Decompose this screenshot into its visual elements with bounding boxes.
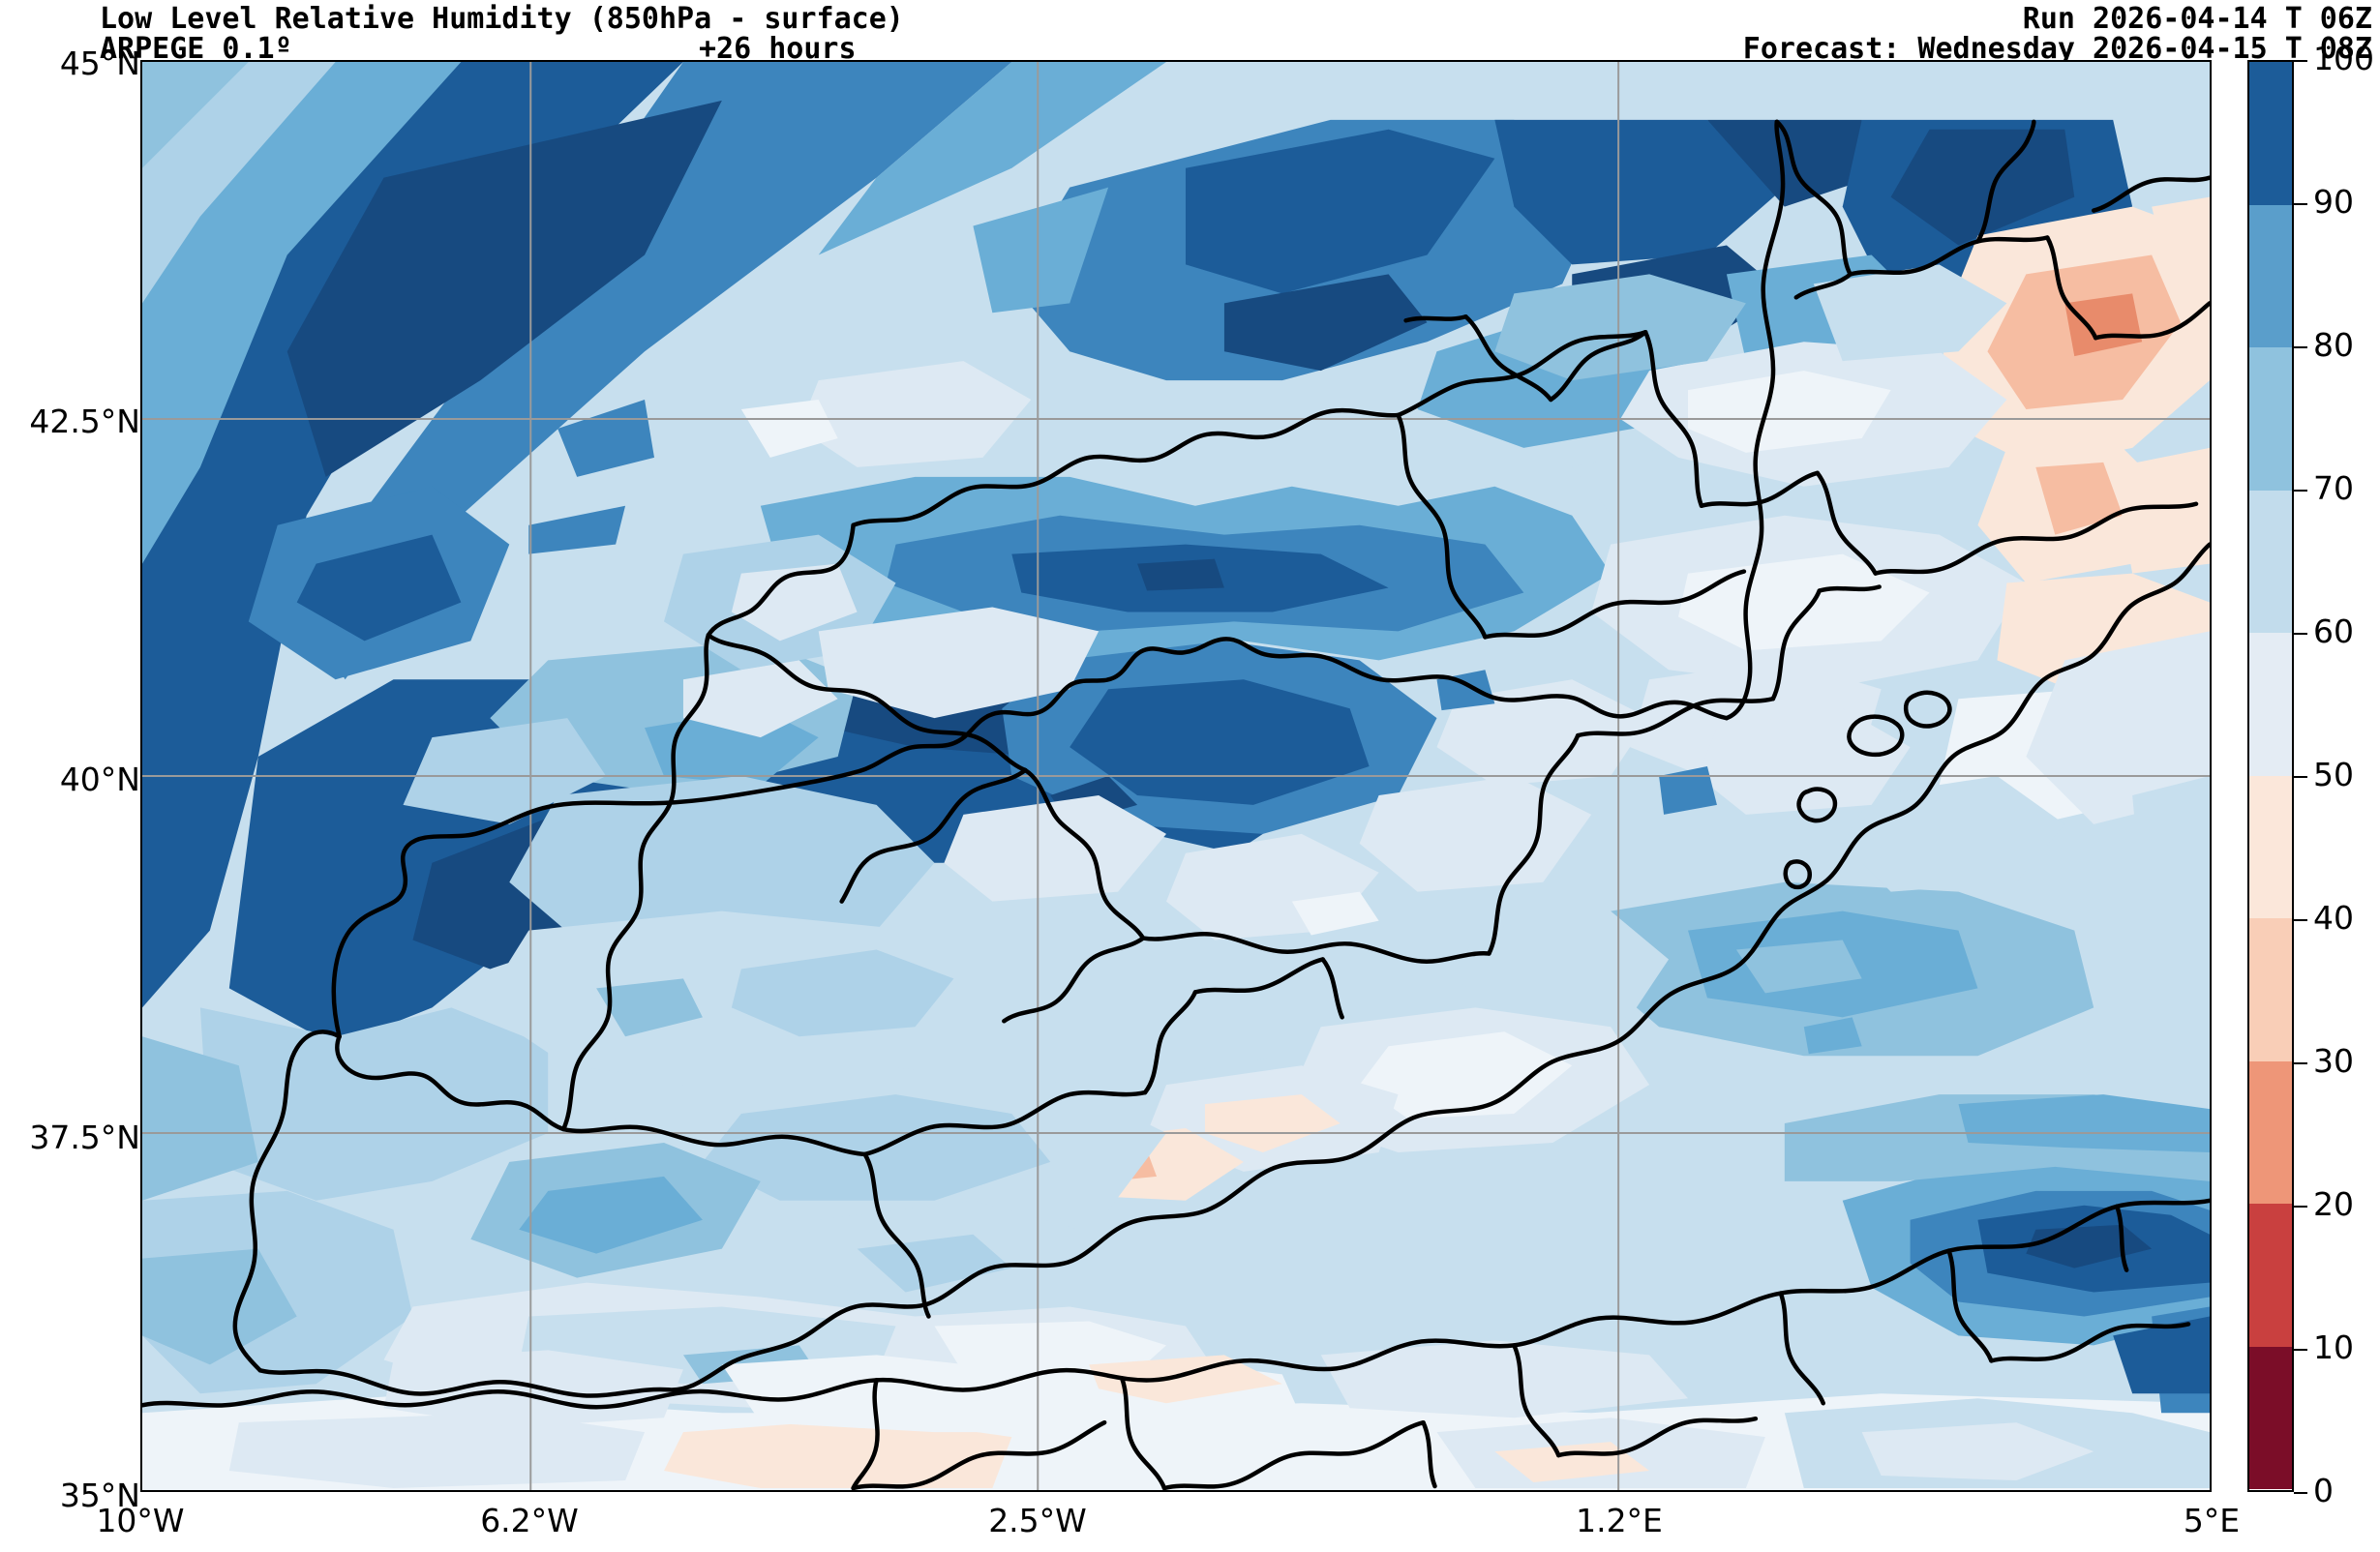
colorbar-segment [2249, 1060, 2292, 1204]
humidity-contour-map [142, 62, 2210, 1490]
colorbar-tick-mark [2294, 1349, 2307, 1351]
colorbar-tick-mark [2294, 1206, 2307, 1208]
map-plot-area[interactable] [140, 60, 2212, 1492]
figure-title: Low Level Relative Humidity (850hPa - su… [100, 2, 904, 36]
colorbar-segment [2249, 775, 2292, 918]
xtick-5e: 5°E [2183, 1502, 2241, 1539]
colorbar-tick-mark [2294, 1062, 2307, 1064]
colorbar-tick-label: 60 [2313, 612, 2354, 650]
colorbar-segment [2249, 347, 2292, 491]
colorbar[interactable] [2247, 60, 2294, 1492]
coastline-and-borders [142, 119, 2210, 1490]
colorbar-tick-mark [2294, 203, 2307, 205]
colorbar-tick-label: 20 [2313, 1185, 2354, 1223]
xtick-6p2w: 6.2°W [480, 1502, 579, 1539]
model-label: ARPEGE 0.1º [100, 32, 292, 66]
ytick-42p5n: 42.5°N [29, 403, 140, 440]
colorbar-segment [2249, 1204, 2292, 1347]
colorbar-segment [2249, 62, 2292, 205]
colorbar-tick-label: 40 [2313, 899, 2354, 937]
map-gridlines [142, 62, 2210, 1490]
colorbar-tick-label: 30 [2313, 1042, 2354, 1080]
ytick-37p5n: 37.5°N [29, 1119, 140, 1156]
colorbar-tick-mark [2294, 490, 2307, 492]
colorbar-tick-label: 80 [2313, 326, 2354, 364]
xtick-2p5w: 2.5°W [988, 1502, 1087, 1539]
colorbar-segment [2249, 633, 2292, 776]
ytick-35n: 35°N [59, 1477, 140, 1514]
colorbar-tick-mark [2294, 346, 2307, 348]
xtick-10w: 10°W [96, 1502, 185, 1539]
colorbar-segment [2249, 490, 2292, 633]
colorbar-tick-label: 0 [2313, 1472, 2334, 1509]
colorbar-tick-label: 50 [2313, 756, 2354, 793]
colorbar-tick-label: 100 [2313, 40, 2374, 77]
colorbar-tick-label: 90 [2313, 183, 2354, 221]
run-label: Run 2026-04-14 T 06Z [2022, 2, 2372, 36]
colorbar-segment [2249, 1346, 2292, 1489]
colorbar-tick-label: 70 [2313, 469, 2354, 507]
ytick-40n: 40°N [59, 761, 140, 798]
colorbar-tick-mark [2294, 776, 2307, 778]
colorbar-tick-mark [2294, 919, 2307, 921]
colorbar-tick-label: 10 [2313, 1328, 2354, 1366]
ytick-45n: 45°N [59, 45, 140, 82]
colorbar-tick-mark [2294, 633, 2307, 635]
colorbar-segment [2249, 918, 2292, 1061]
xtick-1p2e: 1.2°E [1576, 1502, 1663, 1539]
colorbar-tick-mark [2294, 1492, 2307, 1494]
colorbar-tick-mark [2294, 60, 2307, 62]
colorbar-segment [2249, 204, 2292, 347]
